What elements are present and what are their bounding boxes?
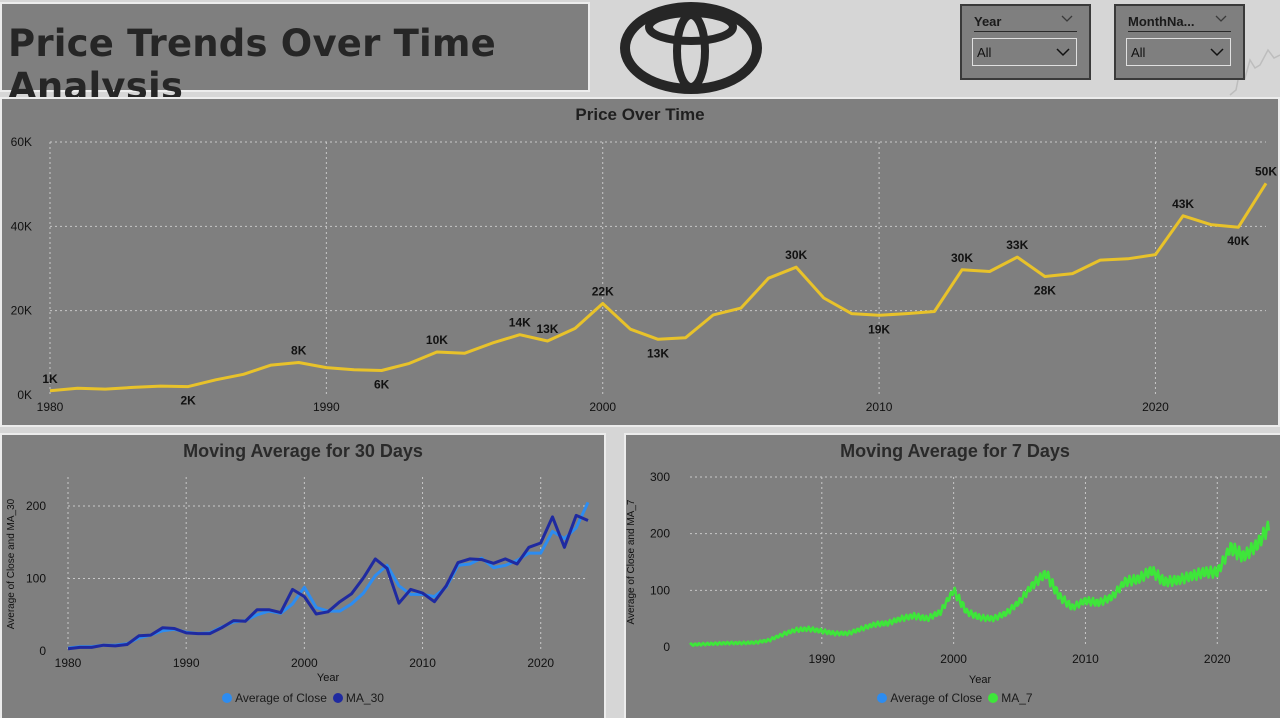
x-tick-label: 1990 bbox=[173, 656, 200, 670]
moving-average-7-chart[interactable]: Moving Average for 7 Days 0 100 200 300 1990… bbox=[624, 433, 1280, 718]
x-tick-label: 1980 bbox=[37, 400, 64, 414]
legend-item[interactable]: Average of Close bbox=[222, 691, 327, 705]
legend-marker bbox=[988, 693, 999, 703]
data-label: 22K bbox=[592, 284, 614, 298]
data-label: 30K bbox=[951, 251, 973, 265]
legend-label: Average of Close bbox=[890, 691, 983, 705]
month-dropdown-value: All bbox=[1131, 45, 1146, 60]
legend-item[interactable]: MA_30 bbox=[332, 691, 384, 705]
year-slicer[interactable]: Year All bbox=[960, 4, 1091, 80]
y-tick-label: 200 bbox=[26, 499, 46, 513]
y-tick-label: 0K bbox=[17, 388, 32, 402]
series-line bbox=[49, 182, 1268, 393]
x-tick-label: 2010 bbox=[1072, 652, 1099, 666]
x-tick-label: 1980 bbox=[55, 656, 82, 670]
moving-average-7-plot[interactable]: 0 100 200 300 1990 2000 2010 2020 Year Average of… bbox=[626, 435, 1280, 718]
toyota-logo-icon bbox=[620, 2, 762, 94]
x-tick-label: 2010 bbox=[866, 400, 893, 414]
x-tick-label: 2020 bbox=[527, 656, 554, 670]
x-tick-label: 2000 bbox=[940, 652, 967, 666]
legend-marker bbox=[877, 693, 888, 703]
x-tick-label: 2000 bbox=[589, 400, 616, 414]
data-label: 33K bbox=[1006, 238, 1028, 252]
y-tick-label: 100 bbox=[650, 583, 670, 597]
legend-label: MA_7 bbox=[1001, 691, 1033, 705]
y-tick-label: 200 bbox=[650, 527, 670, 541]
x-tick-label: 2020 bbox=[1142, 400, 1169, 414]
background-sparkline bbox=[1229, 48, 1280, 96]
chart-title: Moving Average for 7 Days bbox=[840, 441, 1070, 461]
chevron-down-icon[interactable] bbox=[1056, 48, 1070, 57]
month-slicer-label: MonthNa... bbox=[1128, 14, 1231, 32]
data-label: 10K bbox=[426, 333, 448, 347]
year-dropdown-value: All bbox=[977, 45, 992, 60]
legend-item[interactable]: Average of Close bbox=[877, 691, 982, 705]
chevron-down-icon[interactable] bbox=[1210, 48, 1224, 57]
chart-legend: Average of Close MA_30 bbox=[2, 691, 604, 705]
chart-title: Moving Average for 30 Days bbox=[183, 441, 423, 461]
title-panel: Price Trends Over Time Analysis bbox=[0, 2, 590, 108]
price-over-time-plot[interactable]: 0K 20K 40K 60K 1980 1990 2000 2010 2020 1K 2K 8K 6K 1… bbox=[2, 99, 1278, 425]
data-label: 28K bbox=[1034, 284, 1056, 298]
y-tick-label: 100 bbox=[26, 572, 46, 586]
legend-item[interactable]: MA_7 bbox=[988, 691, 1033, 705]
month-dropdown[interactable]: All bbox=[1126, 38, 1231, 66]
y-axis-title: Average of Close and MA_30 bbox=[6, 498, 17, 629]
moving-average-30-plot[interactable]: 0 100 200 1980 1990 2000 2010 2020 Year Average o… bbox=[2, 435, 604, 718]
legend-marker bbox=[222, 693, 233, 703]
series-line bbox=[689, 520, 1271, 648]
series-line bbox=[67, 513, 589, 651]
year-slicer-label: Year bbox=[974, 14, 1077, 32]
x-tick-label: 2010 bbox=[409, 656, 436, 670]
chevron-down-icon[interactable] bbox=[1061, 15, 1073, 23]
y-axis-title: Average of Close and MA_7 bbox=[626, 499, 637, 624]
moving-average-30-chart[interactable]: Moving Average for 30 Days 0 100 200 1980 19… bbox=[0, 433, 606, 718]
x-axis-title: Year bbox=[317, 672, 340, 684]
data-label: 13K bbox=[536, 322, 558, 336]
chart-title: Price Over Time bbox=[575, 105, 705, 124]
price-over-time-chart[interactable]: Price Over Time 0K 20K 40K 60K 1980 1990 2000 2… bbox=[0, 97, 1280, 427]
year-dropdown[interactable]: All bbox=[972, 38, 1077, 66]
x-tick-label: 2020 bbox=[1204, 652, 1231, 666]
data-label: 14K bbox=[509, 316, 531, 330]
y-tick-label: 300 bbox=[650, 470, 670, 484]
month-slicer[interactable]: MonthNa... All bbox=[1114, 4, 1245, 80]
y-tick-label: 40K bbox=[11, 219, 32, 233]
data-label: 43K bbox=[1172, 197, 1194, 211]
data-label: 19K bbox=[868, 322, 890, 336]
y-tick-label: 0 bbox=[39, 644, 46, 658]
chart-legend: Average of Close MA_7 bbox=[626, 691, 1280, 705]
x-tick-label: 1990 bbox=[313, 400, 340, 414]
legend-marker bbox=[332, 693, 343, 703]
data-label: 40K bbox=[1227, 234, 1249, 248]
y-tick-label: 60K bbox=[11, 135, 32, 149]
x-axis-title: Year bbox=[969, 674, 992, 686]
data-label: 6K bbox=[374, 378, 390, 392]
legend-label: MA_30 bbox=[345, 691, 384, 705]
x-tick-label: 1990 bbox=[808, 652, 835, 666]
y-tick-label: 0 bbox=[663, 640, 670, 654]
data-label: 30K bbox=[785, 248, 807, 262]
page-title: Price Trends Over Time Analysis bbox=[8, 22, 496, 108]
data-label: 8K bbox=[291, 344, 307, 358]
legend-label: Average of Close bbox=[235, 691, 327, 705]
series-line bbox=[67, 501, 590, 650]
data-label: 2K bbox=[181, 394, 197, 408]
y-tick-label: 20K bbox=[11, 304, 32, 318]
data-label: 50K bbox=[1255, 164, 1277, 178]
x-tick-label: 2000 bbox=[291, 656, 318, 670]
chevron-down-icon[interactable] bbox=[1215, 15, 1227, 23]
data-label: 1K bbox=[42, 372, 58, 386]
data-label: 13K bbox=[647, 346, 669, 360]
